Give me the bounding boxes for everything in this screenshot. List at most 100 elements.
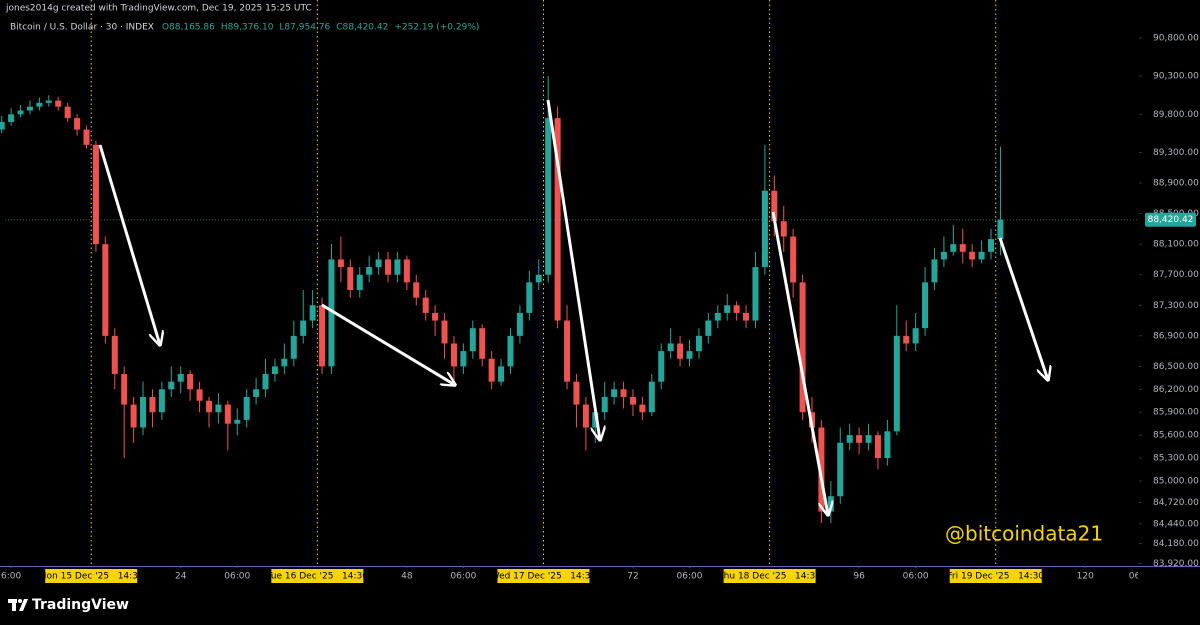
candle-body bbox=[648, 381, 655, 413]
x-tick-label: 72 bbox=[627, 572, 638, 582]
y-tick-label: 84,720.00 bbox=[1153, 498, 1199, 508]
arrow bbox=[546, 99, 600, 440]
candle-body bbox=[592, 412, 599, 428]
candle-body bbox=[545, 118, 552, 275]
candle-body bbox=[281, 358, 288, 367]
candle-body bbox=[394, 259, 401, 275]
candle-body bbox=[469, 328, 476, 352]
candle-body bbox=[385, 259, 392, 275]
x-tick-label: 24 bbox=[175, 572, 187, 582]
y-tick-label: 89,800.00 bbox=[1153, 110, 1199, 120]
candle-body bbox=[168, 381, 175, 390]
logo-part bbox=[18, 599, 22, 603]
candle-body bbox=[366, 267, 373, 275]
legend-value: +252.19 (+0.29%) bbox=[394, 23, 479, 33]
legend-value: H89,376.10 bbox=[221, 23, 274, 33]
candle-body bbox=[686, 351, 693, 359]
session-label: Wed 17 Dec '25 14:30 bbox=[491, 572, 597, 582]
candle-body bbox=[535, 274, 542, 283]
arrow bbox=[771, 211, 828, 515]
y-tick-label: 86,900.00 bbox=[1153, 331, 1199, 341]
arrow bbox=[321, 303, 455, 385]
y-tick-label: 86,200.00 bbox=[1153, 385, 1199, 395]
candle-body bbox=[337, 259, 344, 268]
last-price-label: 88,420.42 bbox=[1148, 215, 1194, 225]
candle-body bbox=[884, 431, 891, 459]
candle-body bbox=[658, 351, 665, 382]
candle-body bbox=[479, 328, 486, 359]
candle-body bbox=[140, 396, 147, 428]
candle-body bbox=[903, 335, 910, 344]
candle-body bbox=[130, 404, 137, 428]
candle-body bbox=[158, 389, 165, 413]
candle-body bbox=[629, 396, 636, 405]
candle-body bbox=[827, 496, 834, 512]
y-tick-label: 83,920.00 bbox=[1153, 559, 1199, 569]
candle-body bbox=[743, 312, 750, 321]
candle-body bbox=[922, 282, 929, 329]
x-tick-label: 06:00 bbox=[224, 572, 250, 582]
candle-body bbox=[564, 320, 571, 382]
session-label-box bbox=[497, 569, 590, 583]
candle-body bbox=[375, 259, 382, 268]
candle-body bbox=[413, 282, 420, 298]
candle-body bbox=[620, 389, 627, 397]
y-tick-label: 85,600.00 bbox=[1153, 431, 1199, 441]
candle-body bbox=[290, 335, 297, 359]
candle-body bbox=[771, 190, 778, 222]
time-axis: 6:00 24 06:00 48 06:00 72 06:00 96 06:00 120 06:00… bbox=[1, 566, 1155, 583]
y-tick-label: 85,900.00 bbox=[1153, 408, 1199, 418]
y-tick-label: 90,300.00 bbox=[1153, 72, 1199, 82]
candle-body bbox=[582, 404, 589, 428]
candle-body bbox=[187, 374, 194, 390]
arrow bbox=[998, 237, 1048, 380]
candle-body bbox=[300, 320, 307, 336]
candle-body bbox=[45, 100, 52, 103]
header: jones2014g created with TradingView.com,… bbox=[5, 4, 312, 14]
annotations bbox=[98, 99, 1048, 515]
session-label: Fri 19 Dec '25 14:30 bbox=[947, 572, 1044, 582]
candle-body bbox=[36, 102, 43, 107]
arrow bbox=[98, 144, 160, 345]
candle-body bbox=[639, 404, 646, 413]
candle-body bbox=[705, 320, 712, 336]
candle-body bbox=[931, 259, 938, 283]
candle-body bbox=[0, 121, 5, 130]
candle-body bbox=[874, 435, 881, 459]
candle-body bbox=[988, 239, 995, 252]
y-tick-label: 86,500.00 bbox=[1153, 362, 1199, 372]
candle-body bbox=[959, 244, 966, 252]
legend-value: L87,954.76 bbox=[279, 23, 330, 33]
candle-body bbox=[818, 427, 825, 512]
candle-body bbox=[111, 335, 118, 375]
x-tick-label: 06:00 bbox=[1129, 572, 1155, 582]
y-tick-label: 88,100.00 bbox=[1153, 240, 1199, 250]
candle-body bbox=[309, 305, 316, 321]
candle-body bbox=[102, 244, 109, 336]
candle-body bbox=[601, 396, 608, 413]
candle-body bbox=[328, 259, 335, 367]
candle-body bbox=[865, 435, 872, 443]
candle-body bbox=[611, 389, 618, 397]
candle-body bbox=[92, 144, 99, 245]
candle-body bbox=[714, 312, 721, 321]
logo-part bbox=[19, 599, 28, 611]
candle-body bbox=[893, 335, 900, 432]
candle-body bbox=[177, 374, 184, 382]
candle-body bbox=[262, 374, 269, 390]
candle-body bbox=[488, 358, 495, 382]
x-tick-label: 96 bbox=[853, 572, 865, 582]
brand: TradingView bbox=[32, 597, 129, 613]
candle-body bbox=[356, 274, 363, 290]
candle-body bbox=[677, 343, 684, 359]
y-tick-label: 87,700.00 bbox=[1153, 270, 1199, 280]
candle-body bbox=[837, 442, 844, 497]
candle-body bbox=[856, 435, 863, 443]
candle-body bbox=[950, 244, 957, 252]
candle-body bbox=[450, 343, 457, 367]
candle-body bbox=[422, 297, 429, 313]
candle-body bbox=[432, 312, 439, 321]
candle-body bbox=[780, 221, 787, 237]
